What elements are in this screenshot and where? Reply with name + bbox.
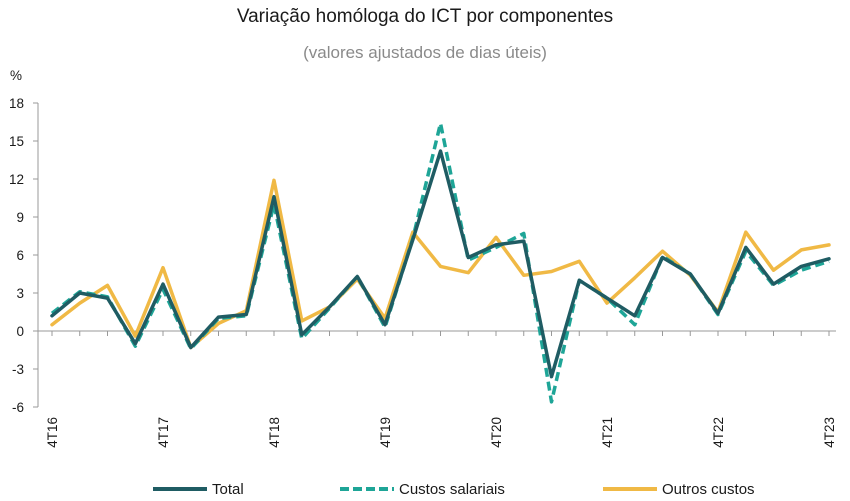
chart-title: Variação homóloga do ICT por componentes [237,6,613,27]
y-tick-label: 18 [9,96,24,111]
y-axis-ticks: -6 -3 0 3 6 9 12 15 18 [9,96,38,415]
legend: Total Custos salariais Outros custos [153,481,755,498]
series-line-custos-salariais [50,121,830,404]
series-line-outros-custos [50,178,831,350]
y-tick-label: 15 [9,134,24,149]
y-unit-label: % [10,68,22,83]
x-tick-label: 4T17 [156,417,171,448]
x-tick-label: 4T18 [267,417,282,448]
legend-item-total: Total [153,481,244,498]
x-tick-label: 4T16 [45,417,60,448]
y-tick-label: -3 [12,362,24,377]
legend-item-custos-salariais: Custos salariais [340,481,505,498]
series-lines [50,121,831,404]
x-tick-label: 4T20 [489,417,504,448]
x-tick-label: 4T22 [711,417,726,448]
series-line-total [50,149,831,379]
x-tick-label: 4T19 [378,417,393,448]
x-tick-label: 4T23 [822,417,837,448]
x-tick-label: 4T21 [600,417,615,448]
y-tick-label: -6 [12,400,24,415]
y-tick-label: 3 [16,286,24,301]
y-tick-label: 12 [9,172,24,187]
x-axis-ticks: 4T16 4T17 4T18 4T19 4T20 4T21 4T22 4T23 [45,331,837,448]
y-tick-label: 6 [16,248,24,263]
legend-item-outros-custos: Outros custos [603,481,755,498]
y-tick-label: 9 [16,210,24,225]
legend-label-outros-custos: Outros custos [662,481,755,498]
y-tick-label: 0 [16,324,24,339]
chart-subtitle: (valores ajustados de dias úteis) [303,43,547,62]
legend-label-custos-salariais: Custos salariais [399,481,505,498]
legend-label-total: Total [212,481,244,498]
